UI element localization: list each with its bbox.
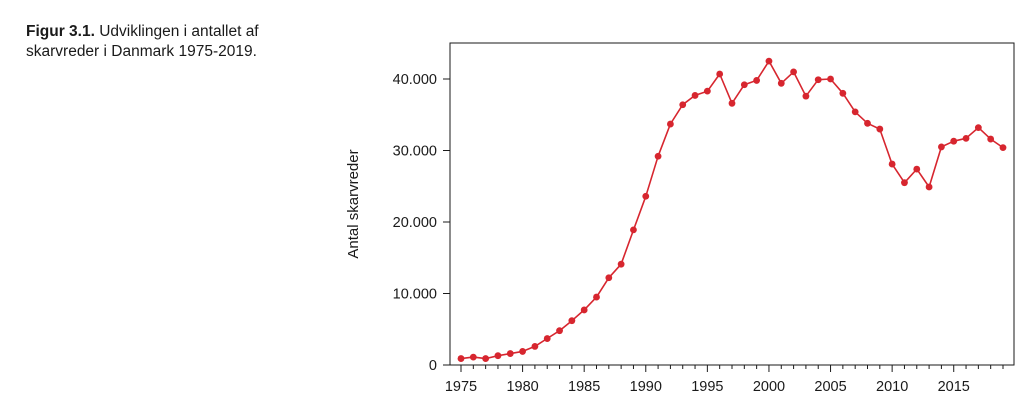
y-tick-label: 20.000 — [393, 215, 437, 231]
x-tick-label: 2000 — [753, 379, 785, 395]
data-point — [556, 327, 563, 335]
data-point — [580, 306, 588, 314]
x-tick-label: 2015 — [938, 379, 970, 395]
x-tick-label: 1995 — [691, 379, 723, 395]
data-point — [753, 77, 761, 84]
plot-frame — [449, 42, 1015, 366]
data-point — [777, 79, 785, 87]
data-point — [864, 119, 871, 127]
data-point — [950, 137, 958, 145]
y-tick-label: 40.000 — [393, 72, 437, 88]
data-point — [630, 226, 637, 234]
data-point — [716, 70, 724, 78]
series-group — [457, 57, 1007, 362]
figure-caption-label: Figur 3.1. — [26, 23, 95, 40]
data-point — [679, 101, 687, 109]
data-point — [667, 120, 674, 128]
data-point — [617, 260, 625, 268]
data-point — [703, 87, 711, 95]
data-point — [765, 57, 773, 65]
data-point — [851, 108, 859, 116]
x-axis: 1975 1980 1985 1990 1995 2000 2005 2010 2015 — [445, 365, 1004, 395]
data-point — [740, 81, 748, 89]
y-tick-label: 30.000 — [393, 144, 437, 160]
x-tick-label: 2005 — [814, 379, 846, 395]
data-point — [987, 135, 995, 143]
data-point — [790, 68, 797, 76]
data-point — [938, 143, 945, 151]
data-point — [457, 355, 465, 362]
data-point — [568, 317, 576, 325]
data-point — [962, 134, 970, 142]
data-point — [519, 348, 526, 355]
data-point — [506, 350, 514, 357]
y-tick-label: 10.000 — [393, 287, 437, 303]
data-point — [605, 274, 613, 282]
x-tick-label: 1980 — [506, 379, 538, 395]
data-point — [901, 179, 908, 187]
data-point — [925, 183, 933, 191]
data-point — [654, 152, 662, 160]
data-point — [827, 75, 834, 83]
data-point — [543, 335, 551, 342]
data-point — [974, 124, 982, 132]
x-tick-label: 1975 — [445, 379, 477, 395]
data-point — [642, 192, 650, 200]
data-point — [839, 89, 847, 97]
data-point — [494, 352, 502, 360]
data-point — [593, 293, 600, 301]
y-tick-label: 0 — [429, 358, 437, 374]
x-tick-label: 1990 — [630, 379, 662, 395]
x-tick-label: 1985 — [568, 379, 600, 395]
y-axis-title: Antal skarvreder — [345, 149, 362, 258]
data-point — [999, 144, 1007, 152]
data-point — [469, 353, 477, 361]
data-point — [888, 160, 896, 168]
y-axis: 0 10.000 20.000 30.000 40.000 — [393, 72, 450, 374]
data-point — [691, 92, 699, 99]
data-point — [913, 165, 921, 173]
figure-caption-text: Udviklingen i antallet af skarvreder i D… — [26, 23, 259, 60]
x-tick-label: 2010 — [876, 379, 908, 395]
data-point — [802, 92, 810, 100]
figure-caption: Figur 3.1. Udviklingen i antallet af ska… — [26, 22, 286, 62]
data-point — [814, 76, 822, 84]
data-point — [728, 99, 736, 107]
data-point — [482, 355, 490, 362]
data-point — [531, 343, 539, 350]
data-point — [876, 125, 884, 133]
